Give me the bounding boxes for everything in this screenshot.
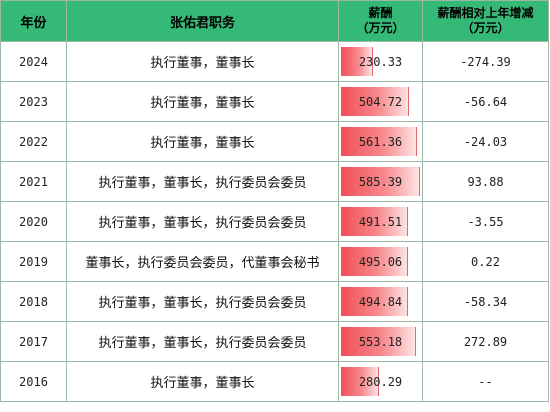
salary-value: 280.29	[358, 374, 403, 389]
year-cell: 2020	[0, 201, 67, 242]
salary-bar	[341, 367, 380, 396]
roles-cell: 执行董事，董事长	[66, 121, 339, 162]
year-cell: 2023	[0, 81, 67, 122]
salary-cell: 553.18	[338, 321, 423, 362]
table-row: 2023 执行董事，董事长 504.72 -56.64	[0, 81, 549, 122]
salary-value: 553.18	[358, 334, 403, 349]
header-change-line1: 薪酬相对上年增减	[437, 6, 534, 20]
salary-table: 年份 张佑君职务 薪酬 （万元） 薪酬相对上年增减 （万元） 2024 执行董事，…	[0, 0, 549, 402]
salary-cell: 230.33	[338, 41, 423, 82]
table-row: 2021 执行董事，董事长，执行委员会委员 585.39 93.88	[0, 161, 549, 202]
salary-value: 494.84	[358, 294, 403, 309]
salary-cell: 504.72	[338, 81, 423, 122]
change-cell: 0.22	[422, 241, 549, 282]
header-salary-line2: （万元）	[356, 21, 405, 35]
year-cell: 2016	[0, 361, 67, 402]
year-cell: 2019	[0, 241, 67, 282]
change-cell: -3.55	[422, 201, 549, 242]
salary-value: 585.39	[358, 174, 403, 189]
salary-cell: 491.51	[338, 201, 423, 242]
header-change-line2: （万元）	[461, 21, 510, 35]
roles-cell: 执行董事，董事长	[66, 81, 339, 122]
salary-bar	[341, 287, 408, 316]
year-cell: 2022	[0, 121, 67, 162]
header-row: 年份 张佑君职务 薪酬 （万元） 薪酬相对上年增减 （万元）	[0, 0, 549, 42]
roles-cell: 执行董事，董事长，执行委员会委员	[66, 201, 339, 242]
change-cell: -58.34	[422, 281, 549, 322]
roles-cell: 执行董事，董事长，执行委员会委员	[66, 321, 339, 362]
salary-value: 561.36	[358, 134, 403, 149]
header-salary: 薪酬 （万元）	[338, 0, 423, 42]
header-salary-line1: 薪酬	[368, 6, 393, 20]
table-row: 2017 执行董事，董事长，执行委员会委员 553.18 272.89	[0, 321, 549, 362]
table-row: 2018 执行董事，董事长，执行委员会委员 494.84 -58.34	[0, 281, 549, 322]
change-cell: -274.39	[422, 41, 549, 82]
salary-cell: 280.29	[338, 361, 423, 402]
roles-cell: 执行董事，董事长，执行委员会委员	[66, 281, 339, 322]
salary-cell: 494.84	[338, 281, 423, 322]
salary-value: 495.06	[358, 254, 403, 269]
table-row: 2024 执行董事，董事长 230.33 -274.39	[0, 41, 549, 82]
year-cell: 2017	[0, 321, 67, 362]
roles-cell: 执行董事，董事长	[66, 361, 339, 402]
year-cell: 2024	[0, 41, 67, 82]
salary-bar	[341, 167, 420, 196]
table-row: 2022 执行董事，董事长 561.36 -24.03	[0, 121, 549, 162]
salary-bar	[341, 127, 417, 156]
change-cell: --	[422, 361, 549, 402]
salary-bar	[341, 327, 416, 356]
salary-value: 491.51	[358, 214, 403, 229]
roles-cell: 董事长，执行委员会委员，代董事会秘书	[66, 241, 339, 282]
salary-bar	[341, 207, 408, 236]
salary-cell: 585.39	[338, 161, 423, 202]
salary-bar	[341, 87, 410, 116]
salary-value: 230.33	[358, 54, 403, 69]
year-cell: 2018	[0, 281, 67, 322]
header-roles: 张佑君职务	[66, 0, 339, 42]
table-row: 2020 执行董事，董事长，执行委员会委员 491.51 -3.55	[0, 201, 549, 242]
salary-value: 504.72	[358, 94, 403, 109]
salary-bar	[341, 47, 373, 76]
table-row: 2016 执行董事，董事长 280.29 --	[0, 361, 549, 402]
change-cell: -56.64	[422, 81, 549, 122]
change-cell: 93.88	[422, 161, 549, 202]
salary-cell: 495.06	[338, 241, 423, 282]
change-cell: 272.89	[422, 321, 549, 362]
header-year: 年份	[0, 0, 67, 42]
salary-bar	[341, 247, 408, 276]
table-row: 2019 董事长，执行委员会委员，代董事会秘书 495.06 0.22	[0, 241, 549, 282]
header-change: 薪酬相对上年增减 （万元）	[422, 0, 549, 42]
roles-cell: 执行董事，董事长，执行委员会委员	[66, 161, 339, 202]
salary-cell: 561.36	[338, 121, 423, 162]
year-cell: 2021	[0, 161, 67, 202]
roles-cell: 执行董事，董事长	[66, 41, 339, 82]
change-cell: -24.03	[422, 121, 549, 162]
